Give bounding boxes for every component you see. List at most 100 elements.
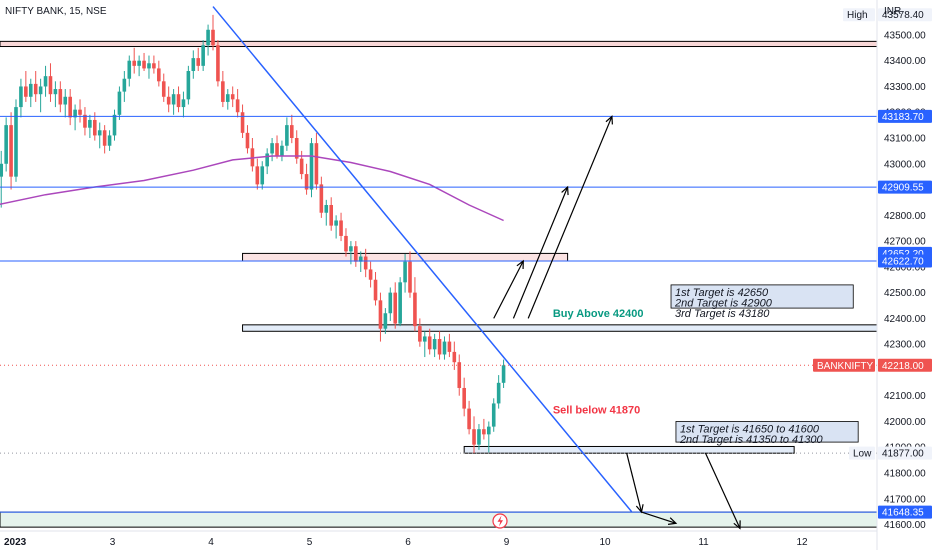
candle-body[interactable] — [196, 58, 201, 66]
candle-body[interactable] — [467, 408, 471, 430]
candle-body[interactable] — [225, 94, 230, 102]
candle-body[interactable] — [0, 163, 4, 177]
candle-body[interactable] — [442, 341, 447, 355]
candle-body[interactable] — [122, 78, 127, 92]
candle-body[interactable] — [107, 135, 112, 146]
candle-body[interactable] — [161, 81, 166, 97]
candle-body[interactable] — [285, 125, 289, 146]
lightning-icon[interactable] — [492, 513, 508, 529]
candle-body[interactable] — [78, 109, 82, 115]
candle-body[interactable] — [275, 143, 279, 157]
candle-body[interactable] — [24, 86, 28, 97]
candle-body[interactable] — [14, 107, 18, 177]
candle-body[interactable] — [472, 429, 476, 445]
candle-body[interactable] — [48, 76, 53, 95]
candle-body[interactable] — [166, 96, 171, 105]
candle-body[interactable] — [137, 60, 141, 66]
candle-body[interactable] — [83, 114, 87, 128]
candle-body[interactable] — [487, 426, 491, 435]
candle-body[interactable] — [9, 125, 13, 177]
candle-body[interactable] — [496, 382, 501, 404]
candle-body[interactable] — [354, 246, 358, 262]
candle-body[interactable] — [329, 205, 333, 226]
candle-body[interactable] — [147, 63, 151, 69]
candles-layer[interactable] — [0, 14, 506, 454]
candle-body[interactable] — [33, 83, 38, 95]
candle-body[interactable] — [63, 96, 68, 105]
candle-body[interactable] — [132, 60, 136, 66]
candle-body[interactable] — [447, 341, 452, 352]
candle-body[interactable] — [280, 145, 284, 157]
candle-body[interactable] — [221, 81, 225, 102]
candle-body[interactable] — [393, 292, 398, 324]
candle-body[interactable] — [314, 143, 319, 185]
candle-body[interactable] — [201, 45, 205, 66]
candle-body[interactable] — [245, 132, 250, 149]
candle-body[interactable] — [240, 112, 245, 133]
candle-body[interactable] — [349, 246, 353, 252]
candle-body[interactable] — [378, 300, 383, 329]
candle-body[interactable] — [270, 143, 274, 154]
candle-body[interactable] — [427, 336, 432, 350]
candle-body[interactable] — [142, 60, 146, 69]
candle-body[interactable] — [127, 60, 132, 79]
candle-body[interactable] — [206, 29, 210, 46]
candle-body[interactable] — [422, 336, 427, 342]
candle-body[interactable] — [368, 269, 373, 280]
candle-body[interactable] — [176, 94, 181, 108]
candle-body[interactable] — [19, 86, 23, 108]
candle-body[interactable] — [211, 29, 215, 46]
candle-body[interactable] — [304, 174, 309, 190]
candle-body[interactable] — [260, 166, 265, 185]
candle-body[interactable] — [339, 220, 343, 236]
candle-body[interactable] — [344, 235, 348, 252]
candle-body[interactable] — [97, 130, 102, 136]
candle-body[interactable] — [191, 58, 196, 72]
candle-body[interactable] — [363, 256, 368, 270]
candle-body[interactable] — [501, 365, 506, 383]
candle-body[interactable] — [482, 429, 486, 435]
candle-body[interactable] — [299, 158, 304, 175]
candle-body[interactable] — [491, 403, 496, 427]
candle-body[interactable] — [58, 89, 63, 105]
candle-body[interactable] — [477, 429, 481, 445]
candle-body[interactable] — [457, 362, 462, 388]
candle-body[interactable] — [334, 220, 338, 226]
candle-body[interactable] — [53, 89, 58, 95]
candle-body[interactable] — [432, 339, 437, 350]
candle-body[interactable] — [413, 292, 417, 327]
candle-body[interactable] — [294, 138, 299, 159]
candle-body[interactable] — [230, 94, 235, 100]
candle-body[interactable] — [43, 76, 48, 87]
candle-body[interactable] — [216, 45, 220, 82]
candle-body[interactable] — [398, 282, 402, 324]
candle-body[interactable] — [38, 86, 43, 95]
candle-body[interactable] — [73, 109, 77, 118]
candle-body[interactable] — [373, 279, 378, 301]
candle-body[interactable] — [181, 99, 186, 108]
candle-body[interactable] — [290, 125, 294, 139]
candle-body[interactable] — [28, 83, 33, 97]
candle-body[interactable] — [157, 68, 161, 82]
candle-body[interactable] — [68, 96, 72, 118]
candle-body[interactable] — [388, 292, 393, 314]
candle-body[interactable] — [358, 256, 363, 262]
candle-body[interactable] — [403, 261, 407, 283]
candle-body[interactable] — [255, 166, 260, 185]
candle-body[interactable] — [309, 143, 314, 190]
candle-body[interactable] — [4, 125, 8, 164]
candle-body[interactable] — [452, 351, 457, 363]
time-axis[interactable]: 2023 3 4 5 6 9 10 11 12 — [4, 537, 808, 548]
candle-body[interactable] — [186, 71, 191, 100]
candle-body[interactable] — [265, 153, 269, 167]
candle-body[interactable] — [235, 99, 240, 113]
candle-body[interactable] — [319, 184, 324, 213]
candle-body[interactable] — [93, 119, 97, 136]
candle-body[interactable] — [112, 114, 117, 136]
candle-body[interactable] — [383, 313, 388, 329]
candle-body[interactable] — [117, 91, 122, 115]
candle-body[interactable] — [152, 63, 156, 69]
candle-body[interactable] — [437, 339, 442, 355]
candle-body[interactable] — [171, 94, 176, 105]
candle-body[interactable] — [102, 130, 107, 146]
